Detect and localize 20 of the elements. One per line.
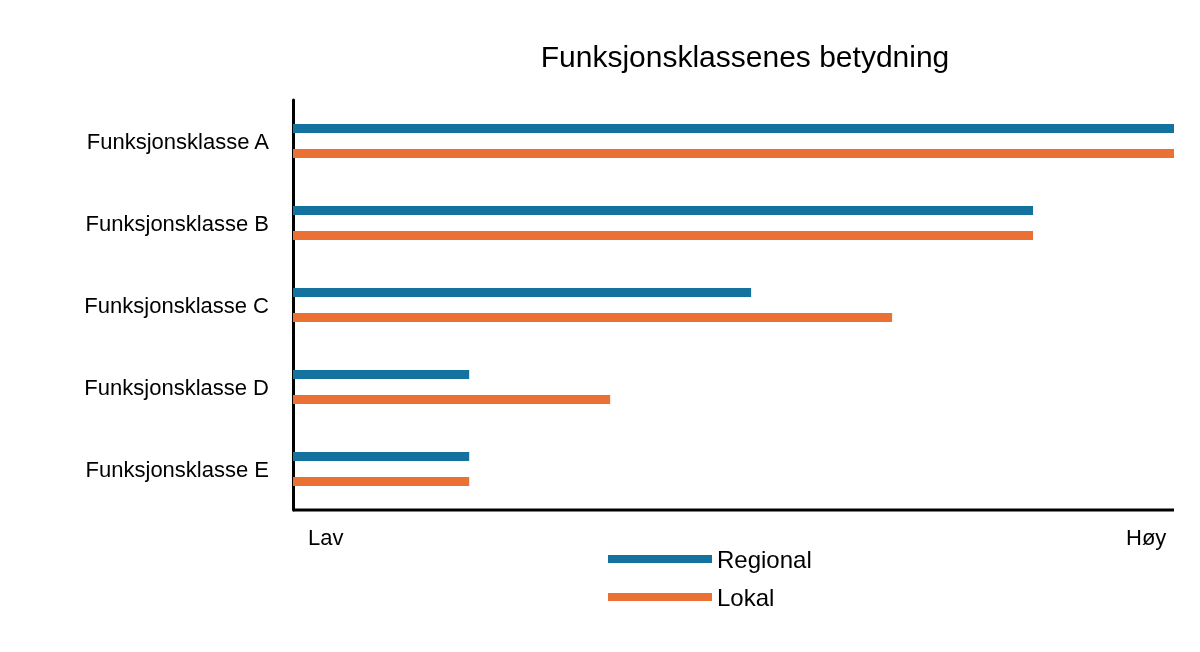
bar [293,149,1174,159]
bar [293,123,1174,133]
text: Lav [308,524,344,550]
chart-title: Funksjonsklassenes betydning [540,39,950,73]
bar [293,231,1034,241]
legend-label: Lokal [717,583,775,611]
legend-label: Regional [717,545,812,573]
y-tick-label: Funksjonsklasse A [86,128,270,154]
bar [293,287,752,297]
bar [293,205,1034,215]
bar [293,395,611,405]
text: Høy [1126,524,1167,550]
bar [293,369,470,379]
y-tick-label: Funksjonsklasse C [84,292,270,318]
bar [293,477,470,487]
y-tick-label: Funksjonsklasse B [85,210,269,236]
y-tick-label: Funksjonsklasse D [84,374,269,400]
bar [293,313,893,323]
y-tick-label: Funksjonsklasse E [85,456,269,482]
bar [293,451,470,461]
